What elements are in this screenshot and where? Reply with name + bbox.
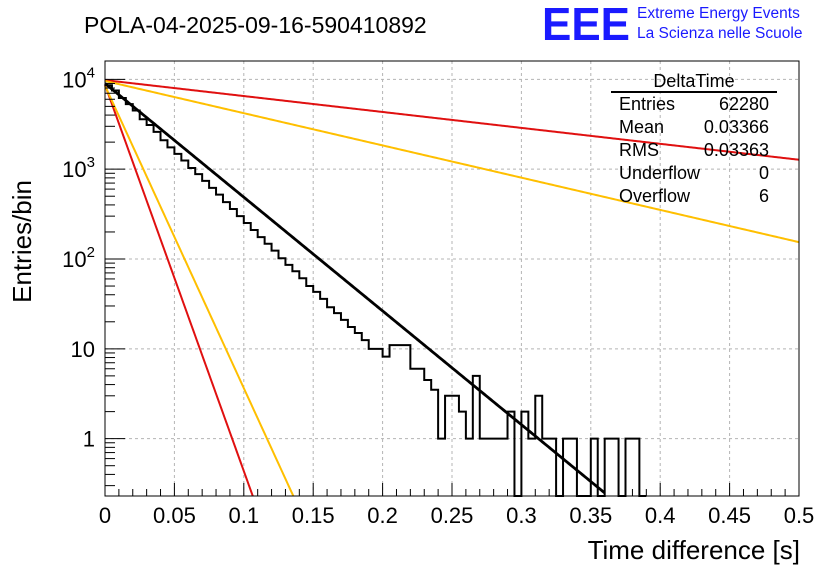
stats-value: 0.03366	[704, 117, 769, 137]
y-tick-label: 10	[71, 337, 95, 362]
x-tick-label: 0.1	[229, 503, 260, 528]
curve-red-fast	[104, 84, 254, 497]
delta-time-histogram	[105, 84, 647, 497]
logo-line-1: Extreme Energy Events	[637, 5, 800, 22]
axis-ticks	[104, 78, 800, 496]
stats-title: DeltaTime	[653, 71, 734, 91]
eee-logo-mark: EEE	[542, 0, 630, 50]
curve-orange-slow	[104, 79, 800, 244]
curve-fit	[104, 82, 606, 495]
stats-label: Mean	[619, 117, 664, 137]
curve-red-slow	[104, 79, 800, 161]
x-tick-label: 0.2	[367, 503, 398, 528]
y-tick-label: 104	[62, 64, 95, 92]
y-axis-title: Entries/bin	[7, 180, 37, 303]
x-tick-label: 0.15	[292, 503, 335, 528]
x-tick-label: 0.45	[708, 503, 751, 528]
x-tick-label: 0.5	[784, 503, 815, 528]
x-tick-label: 0.3	[506, 503, 537, 528]
y-tick-labels: 1 10 102 103 104	[62, 64, 95, 451]
stats-label: Underflow	[619, 163, 701, 183]
chart-title: POLA-04-2025-09-16-590410892	[84, 12, 427, 38]
stats-value: 0	[759, 163, 769, 183]
eee-logo: EEE Extreme Energy Events La Scienza nel…	[542, 0, 802, 50]
histogram-steps	[105, 84, 647, 497]
x-tick-label: 0.05	[153, 503, 196, 528]
stats-label: Entries	[619, 94, 675, 114]
x-axis-title: Time difference [s]	[588, 535, 800, 565]
x-tick-label: 0.25	[431, 503, 474, 528]
stats-value: 6	[759, 186, 769, 206]
stats-value: 0.03363	[704, 140, 769, 160]
y-tick-label: 103	[62, 154, 95, 182]
x-tick-label: 0	[99, 503, 111, 528]
y-tick-label: 1	[83, 427, 95, 452]
logo-line-2: La Scienza nelle Scuole	[637, 25, 802, 42]
y-tick-label: 102	[62, 244, 95, 272]
x-tick-labels: 0 0.05 0.1 0.15 0.2 0.25 0.3 0.35 0.4 0.45 0.5	[99, 503, 814, 528]
stats-rows: Entries 62280 Mean 0.03366 RMS 0.03363Underfl…	[619, 94, 769, 206]
stats-label: Overflow	[619, 186, 691, 206]
stats-value: 62280	[719, 94, 769, 114]
stats-label: RMS	[619, 140, 659, 160]
stats-box: DeltaTime Entries 62280 Mean 0.03366 RMS 0.03…	[611, 71, 777, 206]
grid-lines	[105, 61, 799, 496]
x-tick-label: 0.35	[569, 503, 612, 528]
curve-orange-fast	[104, 85, 295, 497]
x-tick-label: 0.4	[645, 503, 676, 528]
